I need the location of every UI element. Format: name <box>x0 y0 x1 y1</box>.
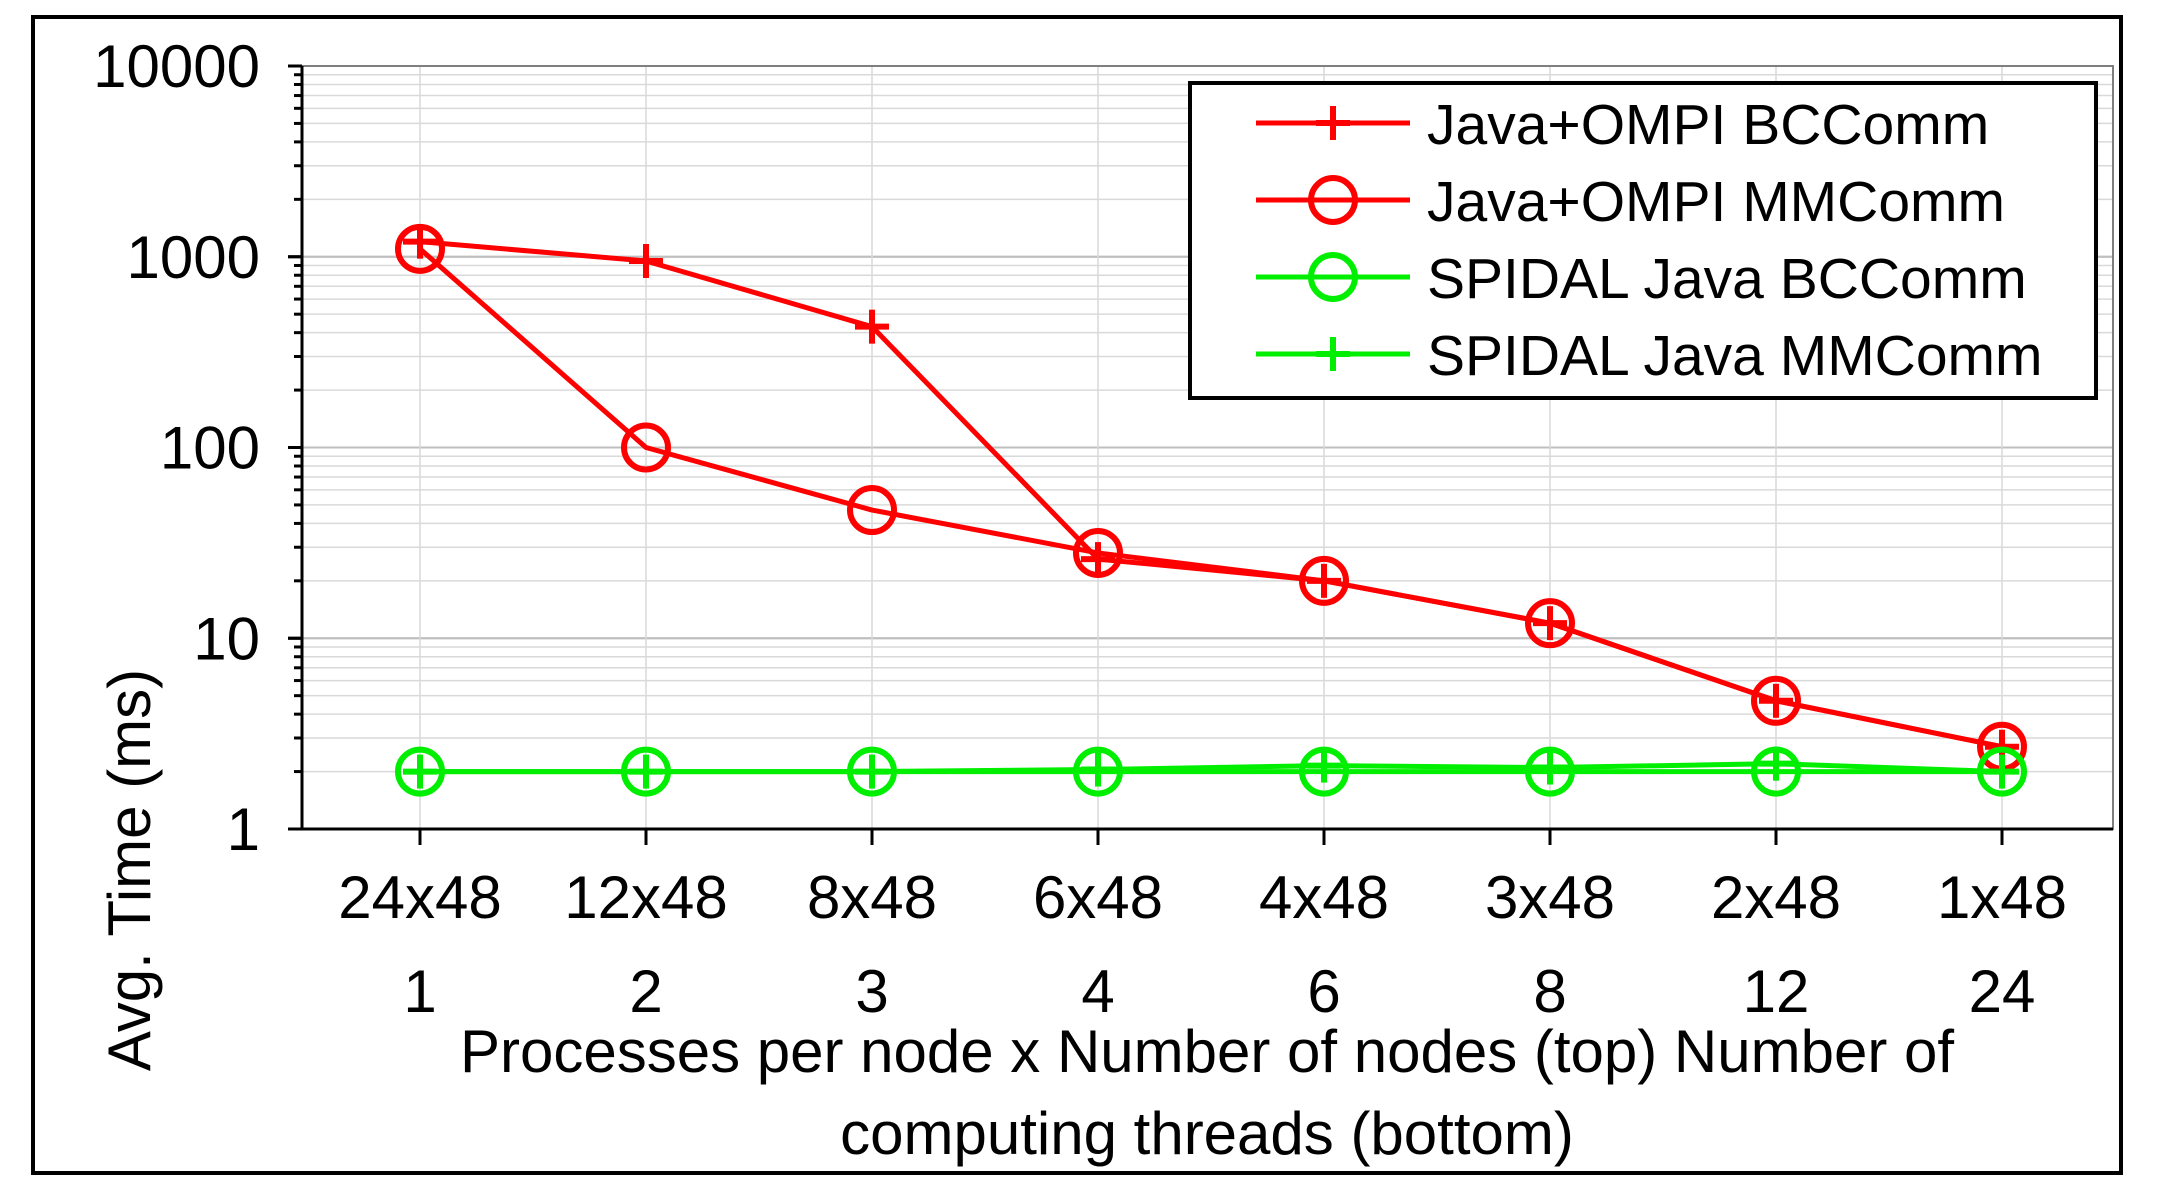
x-axis-title: computing threads (bottom) <box>840 1100 1574 1167</box>
legend-label: SPIDAL Java BCComm <box>1427 247 2027 311</box>
y-tick-label: 1 <box>227 796 260 863</box>
legend-label: SPIDAL Java MMComm <box>1427 324 2043 388</box>
data-point <box>1759 746 1793 781</box>
legend-label: Java+OMPI MMComm <box>1427 170 2005 234</box>
x-tick-label-top: 4x48 <box>1259 864 1389 931</box>
x-axis-title: Processes per node x Number of nodes (to… <box>460 1018 1954 1085</box>
x-tick-label-top: 24x48 <box>338 864 501 931</box>
legend-marker <box>1316 106 1350 140</box>
legend-label: Java+OMPI BCComm <box>1427 93 1989 157</box>
data-point <box>1073 527 1123 578</box>
x-tick-label-top: 2x48 <box>1711 864 1841 931</box>
data-point <box>395 223 445 274</box>
series-spidal-java-mmcomm <box>403 746 2019 789</box>
legend-entry: SPIDAL Java BCComm <box>1256 247 2027 311</box>
x-tick-label-top: 6x48 <box>1033 864 1163 931</box>
x-tick-label-bottom: 8 <box>1533 958 1566 1025</box>
series-line <box>420 761 2003 775</box>
data-point <box>629 754 663 789</box>
data-point <box>403 754 437 789</box>
x-tick-label-bottom: 4 <box>1081 958 1114 1025</box>
series-java-ompi-mmcomm <box>395 223 2027 772</box>
data-point <box>1525 598 1575 649</box>
data-point <box>403 224 437 259</box>
legend: Java+OMPI BCComm Java+OMPI MMComm SPIDAL J… <box>1188 81 2098 400</box>
y-tick-label: 100 <box>160 415 260 482</box>
data-point <box>629 243 663 278</box>
data-point <box>1307 748 1341 783</box>
axes: 1 10 100 1000 10000 24x48 1 12x48 2 8x48 3 6x48 4 4x4… <box>93 33 2114 1167</box>
x-tick-label-bottom: 24 <box>1969 958 2036 1025</box>
x-tick-label-top: 3x48 <box>1485 864 1615 931</box>
y-tick-label: 10 <box>193 605 260 672</box>
legend-entry: Java+OMPI MMComm <box>1256 170 2005 234</box>
x-tick-label-bottom: 3 <box>855 958 888 1025</box>
x-tick-label-top: 1x48 <box>1937 864 2067 931</box>
data-point <box>1525 746 1575 797</box>
x-tick-label-bottom: 12 <box>1743 958 1810 1025</box>
data-point <box>1533 750 1567 785</box>
data-point <box>1081 542 1115 577</box>
series-group <box>395 223 2027 797</box>
x-tick-label-bottom: 2 <box>629 958 662 1025</box>
legend-marker <box>1308 175 1358 225</box>
data-point <box>855 754 889 789</box>
data-point <box>855 309 889 344</box>
y-axis-title: Avg. Time (ms) <box>96 669 163 1071</box>
legend-marker <box>1308 252 1358 302</box>
x-tick-label-top: 12x48 <box>564 864 727 931</box>
x-tick-label-top: 8x48 <box>807 864 937 931</box>
data-point <box>621 422 671 473</box>
data-point <box>1081 752 1115 787</box>
x-tick-label-bottom: 6 <box>1307 958 1340 1025</box>
data-point <box>847 485 897 536</box>
legend-box <box>1188 81 2098 400</box>
y-tick-label: 10000 <box>93 33 260 100</box>
data-point <box>1751 675 1801 726</box>
legend-entry: Java+OMPI BCComm <box>1256 93 1989 157</box>
data-point <box>1985 754 2019 789</box>
legend-marker <box>1316 337 1350 371</box>
legend-entry: SPIDAL Java MMComm <box>1256 324 2043 388</box>
y-tick-label: 1000 <box>127 224 260 291</box>
data-point <box>1299 555 1349 606</box>
x-tick-label-bottom: 1 <box>403 958 436 1025</box>
series-line <box>418 246 2003 750</box>
